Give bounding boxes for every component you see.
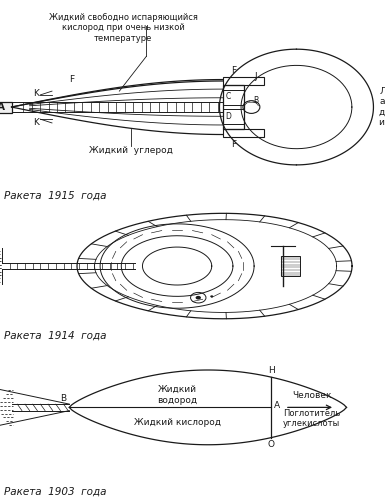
Text: B: B (60, 394, 66, 404)
Text: K: K (33, 88, 38, 98)
Text: K: K (33, 118, 38, 128)
Text: C: C (225, 92, 231, 100)
Text: J: J (255, 72, 257, 81)
Text: Ракета  1914  года: Ракета 1914 года (4, 331, 106, 341)
Text: Человек: Человек (292, 390, 331, 400)
Text: A: A (0, 102, 5, 112)
Text: O: O (268, 440, 275, 449)
Text: Жидкий  углерод: Жидкий углерод (89, 146, 173, 155)
Bar (223, 128, 264, 137)
Text: Жидкий кислород: Жидкий кислород (134, 418, 221, 428)
Text: B: B (253, 96, 258, 104)
Text: Поглотитель
углекислоты: Поглотитель углекислоты (283, 409, 340, 428)
Text: Ракета  1915  года: Ракета 1915 года (4, 190, 106, 200)
Bar (223, 86, 244, 128)
Text: F: F (231, 66, 237, 74)
Circle shape (210, 296, 213, 298)
Text: F: F (231, 140, 237, 149)
Text: Ракета  1903  года: Ракета 1903 года (4, 487, 106, 497)
Text: Жидкий
водород: Жидкий водород (157, 386, 197, 404)
Text: D: D (225, 112, 231, 122)
Text: H: H (268, 366, 275, 374)
Bar (0, 102, 12, 112)
Bar (223, 90, 244, 104)
Text: Люди,
аппараты
для дыхания
и другие: Люди, аппараты для дыхания и другие (379, 87, 385, 127)
Bar (223, 77, 264, 86)
Circle shape (196, 296, 201, 300)
Bar (223, 110, 244, 124)
Bar (281, 256, 300, 276)
Text: A: A (274, 401, 280, 410)
Text: F: F (69, 76, 74, 84)
Text: Жидкий свободно испаряющийся
кислород при очень низкой
температуре: Жидкий свободно испаряющийся кислород пр… (49, 13, 198, 43)
